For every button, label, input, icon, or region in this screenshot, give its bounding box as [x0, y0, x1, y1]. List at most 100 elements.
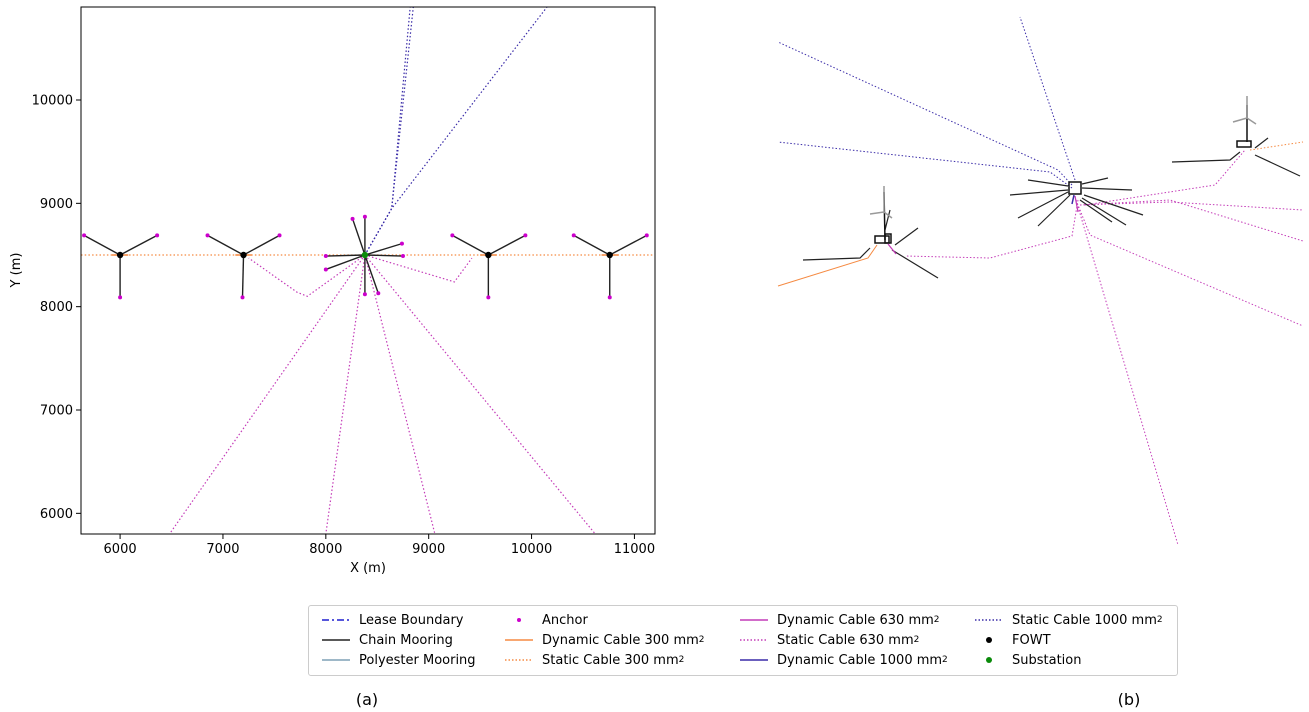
chain-mooring-line	[207, 234, 244, 256]
x-tick-label: 10000	[511, 542, 552, 557]
anchor-point	[362, 292, 367, 297]
legend-item: Lease Boundary	[321, 611, 464, 629]
legend-item: Substation	[974, 651, 1081, 669]
legend-item: Static Cable 300 mm 2	[504, 651, 684, 669]
legend-label: Static Cable 630 mm	[777, 632, 914, 648]
legend-item: Polyester Mooring	[321, 651, 476, 669]
chain-mooring-line	[364, 254, 403, 257]
legend: Lease Boundary Chain Mooring Polyester Moo…	[308, 605, 1178, 676]
legend-item: Anchor	[504, 611, 588, 629]
render-static-cable-1000	[777, 16, 1076, 189]
y-axis-label: Y (m)	[9, 253, 24, 289]
render-chain-moorings	[802, 137, 1301, 279]
anchor-point	[323, 267, 328, 272]
anchor-point	[450, 233, 455, 238]
legend-label: Chain Mooring	[359, 632, 453, 648]
static-cable-630-line	[325, 254, 366, 535]
legend-swatch	[740, 639, 768, 641]
anchor-point	[571, 233, 576, 238]
legend-item: Dynamic Cable 630 mm 2	[739, 611, 940, 629]
legend-label: Dynamic Cable 300 mm	[542, 632, 699, 648]
render-fowt-structures	[869, 96, 1257, 244]
chain-mooring-line	[364, 254, 379, 294]
legend-label: Lease Boundary	[359, 612, 464, 628]
anchor-point	[486, 295, 491, 300]
x-axis-ticks: 6000 7000 8000 9000 10000 11000	[104, 534, 655, 557]
anchor-layer	[82, 214, 649, 300]
legend-label: Substation	[1012, 652, 1082, 668]
legend-label: Dynamic Cable 630 mm	[777, 612, 934, 628]
fowt-point	[485, 251, 492, 259]
static-cable-630-line	[248, 254, 366, 297]
panel-label-b: (b)	[1118, 690, 1141, 709]
render-dynamic-cables	[887, 195, 1079, 255]
legend-swatch	[517, 618, 521, 622]
y-tick-label: 7000	[40, 404, 73, 419]
anchor-point	[399, 241, 404, 246]
legend-item: Dynamic Cable 1000 mm 2	[739, 651, 948, 669]
render-static-cable-630	[904, 149, 1304, 546]
chain-mooring-line	[243, 234, 280, 256]
chain-mooring-line	[325, 254, 366, 271]
render-dynamic-cable-1000	[1071, 194, 1075, 205]
anchor-point	[362, 214, 367, 219]
anchor-point	[323, 254, 328, 259]
chain-mooring-line	[609, 234, 648, 256]
x-tick-label: 7000	[206, 542, 239, 557]
panel-a-plot: 6000 7000 8000 9000 10000 11000 6000 7000 8000 9…	[9, 6, 656, 576]
x-tick-label: 11000	[614, 542, 655, 557]
fowt-point	[606, 251, 613, 259]
anchor-point	[205, 233, 210, 238]
anchor-point	[523, 233, 528, 238]
legend-label: Polyester Mooring	[359, 652, 476, 668]
legend-item: Chain Mooring	[321, 631, 453, 649]
legend-swatch	[740, 619, 768, 621]
chain-mooring-line	[241, 254, 245, 298]
fowt-layer	[116, 251, 613, 259]
legend-swatch	[322, 619, 350, 621]
y-tick-label: 9000	[40, 197, 73, 212]
y-tick-label: 8000	[40, 300, 73, 315]
static-cable-1000-line	[364, 6, 548, 256]
y-axis-ticks: 6000 7000 8000 9000 10000	[32, 94, 81, 522]
static-cable-1000-line	[364, 6, 411, 256]
legend-swatch	[986, 637, 992, 643]
legend-item: FOWT	[974, 631, 1051, 649]
legend-label: Static Cable 300 mm	[542, 652, 679, 668]
legend-label: Static Cable 1000 mm	[1012, 612, 1157, 628]
anchor-point	[400, 254, 405, 259]
legend-item: Dynamic Cable 300 mm 2	[504, 631, 705, 649]
legend-swatch	[322, 659, 350, 661]
legend-swatch	[322, 639, 350, 641]
substation-layer	[361, 251, 369, 259]
fowt-point	[240, 251, 247, 259]
anchor-point	[644, 233, 649, 238]
plot-frame	[80, 6, 656, 535]
legend-label: Dynamic Cable 1000 mm	[777, 652, 943, 668]
chain-mooring-line	[488, 234, 526, 256]
substation-point	[361, 251, 369, 259]
legend-label: FOWT	[1012, 632, 1051, 648]
legend-swatch	[975, 619, 1003, 621]
chain-mooring-line	[83, 234, 121, 256]
panel-label-a: (a)	[356, 690, 378, 709]
anchor-point	[607, 295, 612, 300]
y-tick-label: 6000	[40, 507, 73, 522]
static-cable-630-line	[364, 254, 473, 283]
x-tick-label: 8000	[309, 542, 342, 557]
x-tick-label: 9000	[412, 542, 445, 557]
static-cable-630-line	[364, 254, 596, 535]
legend-swatch	[740, 659, 768, 661]
chain-mooring-layer	[83, 216, 648, 298]
fowt-point	[116, 251, 124, 259]
legend-swatch	[505, 639, 533, 641]
anchor-point	[277, 233, 282, 238]
anchor-point	[376, 291, 381, 296]
static-cable-1000-line	[364, 6, 414, 256]
anchor-point	[350, 216, 355, 221]
chain-mooring-line	[351, 218, 366, 256]
anchor-point	[155, 233, 160, 238]
legend-item: Static Cable 630 mm 2	[739, 631, 919, 649]
legend-swatch	[986, 657, 992, 663]
